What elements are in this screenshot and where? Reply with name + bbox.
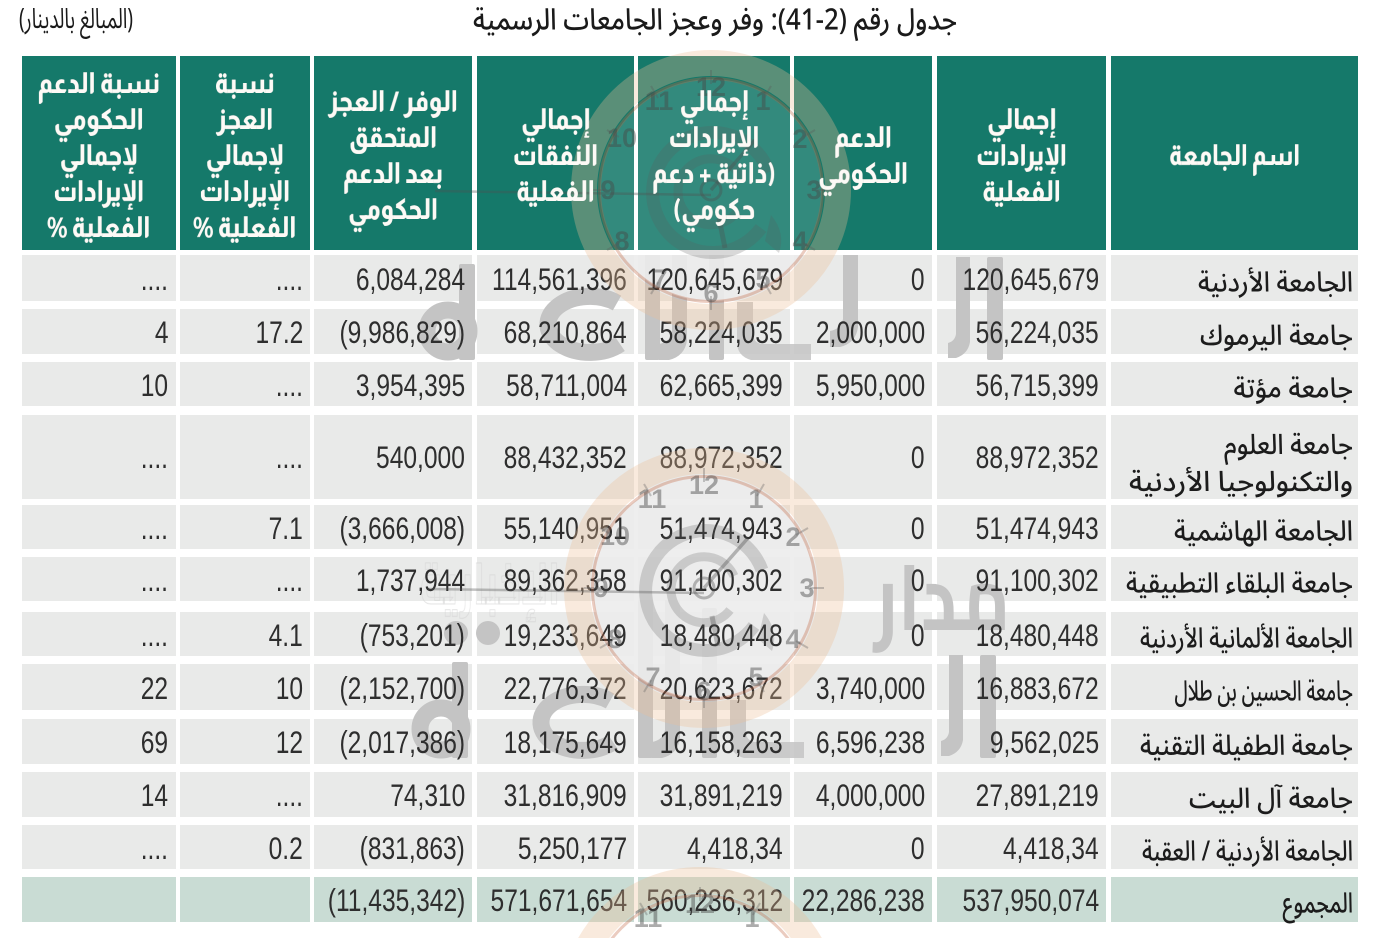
svg-text:7: 7 [645,662,660,692]
svg-text:10: 10 [607,123,637,153]
svg-text:2: 2 [792,124,807,154]
svg-text:5: 5 [748,662,763,692]
svg-text:4: 4 [792,226,807,256]
svg-text:3: 3 [799,573,814,603]
svg-text:1: 1 [755,86,770,116]
svg-text:7: 7 [652,264,667,294]
svg-text:11: 11 [634,903,663,933]
svg-text:5: 5 [755,264,770,294]
svg-text:9: 9 [600,175,615,205]
svg-text:1: 1 [748,484,763,514]
svg-text:1: 1 [744,903,759,933]
svg-text:11: 11 [645,86,674,116]
svg-text:12: 12 [689,470,719,500]
svg-text:10: 10 [600,521,630,551]
svg-text:3: 3 [806,175,821,205]
svg-text:8: 8 [607,624,622,654]
svg-text:6: 6 [696,676,711,706]
svg-text:9: 9 [593,573,608,603]
svg-text:4: 4 [785,624,800,654]
svg-text:6: 6 [703,278,718,308]
svg-text:2: 2 [785,522,800,552]
svg-text:12: 12 [685,889,715,919]
svg-text:8: 8 [614,226,629,256]
svg-text:11: 11 [638,484,667,514]
